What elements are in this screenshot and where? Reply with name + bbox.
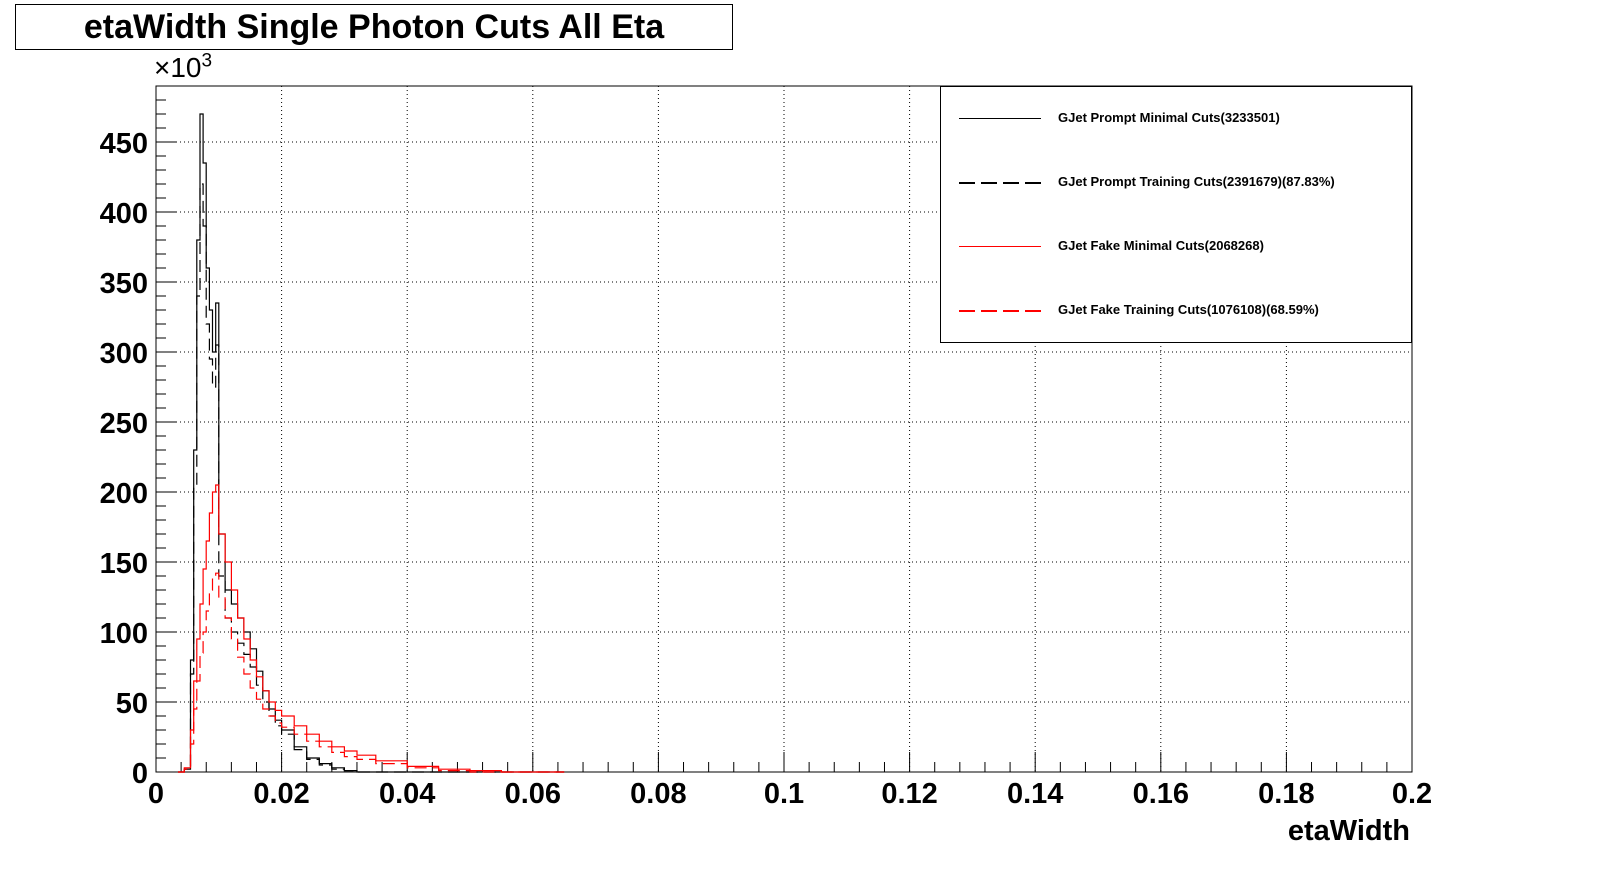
x-tick-label: 0.2 [1392, 778, 1432, 810]
series-line-2 [178, 183, 565, 773]
y-tick-label: 150 [100, 548, 148, 580]
axis-ticks [155, 85, 1413, 773]
x-tick-label: 0.04 [379, 778, 435, 810]
y-tick-label: 400 [100, 198, 148, 230]
y-tick-label: 350 [100, 268, 148, 300]
legend-item: GJet Fake Minimal Cuts(2068268) [941, 235, 1411, 259]
legend-swatch [959, 182, 1041, 184]
y-tick-label: 300 [100, 338, 148, 370]
legend-label: GJet Fake Minimal Cuts(2068268) [1058, 238, 1264, 253]
x-tick-label: 0.14 [1007, 778, 1063, 810]
x-tick-label: 0.06 [505, 778, 561, 810]
x-tick-label: 0.02 [253, 778, 309, 810]
y-tick-label: 200 [100, 478, 148, 510]
legend: GJet Prompt Minimal Cuts(3233501) GJet Pr… [940, 86, 1412, 343]
y-tick-label: 450 [100, 128, 148, 160]
legend-swatch [959, 118, 1041, 119]
grid [156, 86, 1412, 772]
y-tick-label: 250 [100, 408, 148, 440]
x-tick-label: 0.12 [881, 778, 937, 810]
x-tick-label: 0.08 [630, 778, 686, 810]
chart-title: etaWidth Single Photon Cuts All Eta [83, 7, 665, 46]
chart-title-box: etaWidth Single Photon Cuts All Eta [15, 4, 733, 50]
legend-swatch [959, 310, 1041, 312]
x-tick-label: 0.16 [1133, 778, 1189, 810]
y-axis-multiplier: ×103 [154, 52, 212, 84]
y-multiplier-exponent: 3 [201, 50, 213, 72]
x-tick-labels: 0 0.02 0.04 0.06 0.08 0.1 0.12 0.14 0.16 0.18 0.2 [148, 778, 1432, 810]
legend-item: GJet Prompt Training Cuts(2391679)(87.83… [941, 171, 1411, 195]
x-tick-label: 0.18 [1258, 778, 1314, 810]
series-line-1 [178, 113, 565, 773]
legend-item: GJet Prompt Minimal Cuts(3233501) [941, 107, 1411, 131]
legend-item: GJet Fake Training Cuts(1076108)(68.59%) [941, 299, 1411, 323]
series-group [178, 113, 565, 773]
series-line-4 [178, 572, 565, 773]
legend-label: GJet Prompt Training Cuts(2391679)(87.83… [1058, 174, 1335, 189]
legend-label: GJet Fake Training Cuts(1076108)(68.59%) [1058, 302, 1319, 317]
x-tick-label: 0 [148, 778, 164, 810]
legend-label: GJet Prompt Minimal Cuts(3233501) [1058, 110, 1280, 125]
x-tick-label: 0.1 [764, 778, 804, 810]
y-multiplier-base: ×10 [154, 52, 202, 83]
x-axis-label: etaWidth [1288, 815, 1410, 847]
y-tick-label: 100 [100, 618, 148, 650]
legend-swatch [959, 246, 1041, 247]
series-line-3 [178, 484, 565, 773]
y-tick-labels: 0 50 100 150 200 250 300 350 400 450 [100, 128, 148, 790]
y-tick-label: 50 [116, 688, 148, 720]
y-tick-label: 0 [132, 758, 148, 790]
